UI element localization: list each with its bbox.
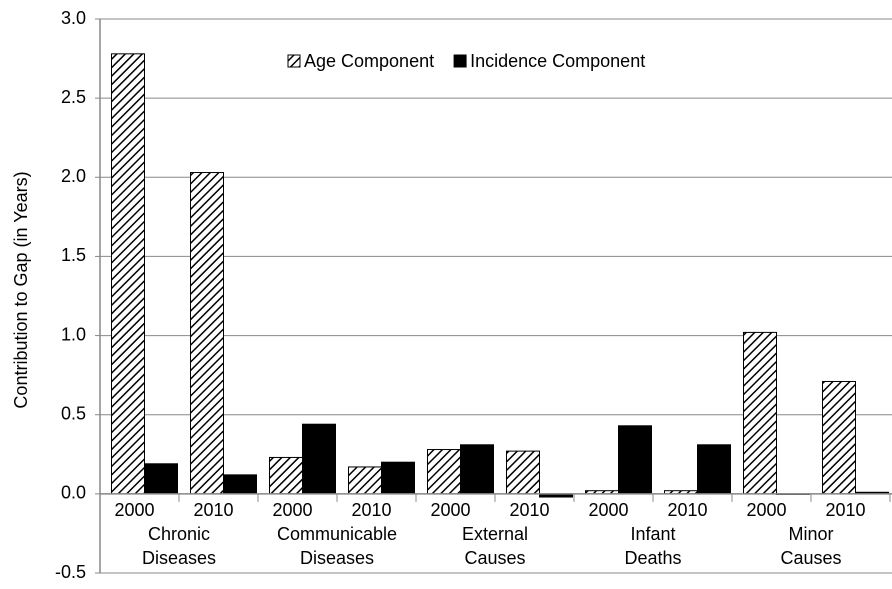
bar: [302, 423, 336, 495]
x-tick-label: 2010: [667, 500, 707, 520]
y-tick-label: -0.5: [55, 562, 86, 582]
bar: [190, 172, 224, 495]
bar: [381, 461, 415, 495]
x-tick-label: 2010: [825, 500, 865, 520]
legend-label: Age Component: [304, 51, 434, 71]
legend-swatch: [453, 54, 467, 68]
bar: [223, 474, 257, 495]
bar: [460, 444, 494, 495]
x-tick-label: 2000: [430, 500, 470, 520]
bar: [144, 463, 178, 495]
group-label: Causes: [464, 548, 525, 568]
y-tick-label: 0.5: [61, 403, 86, 423]
bar: [427, 449, 461, 495]
x-tick-label: 2010: [193, 500, 233, 520]
bar: [111, 53, 145, 495]
group-label: Communicable: [277, 524, 397, 544]
x-tick-label: 2010: [351, 500, 391, 520]
bar: [743, 331, 777, 495]
bar: [348, 466, 382, 495]
group-label: Diseases: [142, 548, 216, 568]
y-tick-label: 2.0: [61, 166, 86, 186]
group-label: Chronic: [148, 524, 210, 544]
group-label: Causes: [780, 548, 841, 568]
bar: [697, 444, 731, 495]
x-tick-label: 2000: [588, 500, 628, 520]
y-tick-label: 1.5: [61, 245, 86, 265]
y-tick-label: 1.0: [61, 324, 86, 344]
y-tick-label: 3.0: [61, 8, 86, 28]
bar: [269, 456, 303, 495]
y-axis-title: Contribution to Gap (in Years): [11, 171, 31, 408]
group-label: Diseases: [300, 548, 374, 568]
y-tick-label: 2.5: [61, 87, 86, 107]
x-tick-label: 2000: [272, 500, 312, 520]
x-tick-label: 2000: [114, 500, 154, 520]
group-label: Deaths: [624, 548, 681, 568]
bar: [618, 425, 652, 495]
y-tick-label: 0.0: [61, 483, 86, 503]
group-label: Minor: [788, 524, 833, 544]
group-label: External: [462, 524, 528, 544]
legend-label: Incidence Component: [470, 51, 645, 71]
x-tick-label: 2010: [509, 500, 549, 520]
legend-swatch: [287, 54, 301, 68]
group-label: Infant: [630, 524, 675, 544]
bar: [506, 450, 540, 495]
x-tick-label: 2000: [746, 500, 786, 520]
bar: [822, 380, 856, 495]
